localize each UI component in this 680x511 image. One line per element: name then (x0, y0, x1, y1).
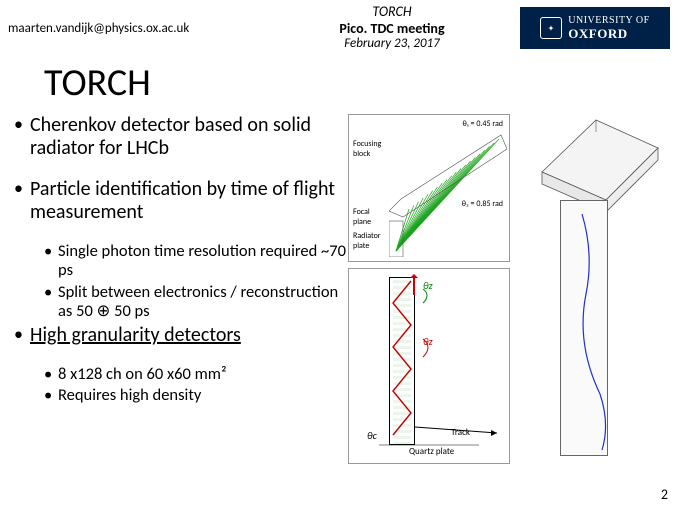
label-theta-top: θ₁ = 0.45 rad (463, 119, 503, 129)
sub-bullet-text: 8 x128 ch on 60 x60 mm² (58, 365, 227, 384)
slide-header: maarten.vandijk@physics.ox.ac.uk TORCH P… (0, 0, 680, 56)
sub-bullet-item: •8 x128 ch on 60 x60 mm² (44, 365, 348, 384)
label-focusing-block: Focusing block (353, 139, 387, 159)
header-center: TORCH Pico. TDC meeting February 23, 201… (264, 4, 520, 51)
bullet-item: •Particle identification by time of flig… (14, 178, 348, 224)
sub-bullet-text: Single photon time resolution required ~… (58, 242, 348, 281)
slide-title: TORCH (0, 56, 680, 114)
header-line3: February 23, 2017 (264, 37, 520, 52)
red-arrow-icon (413, 275, 415, 295)
label-focal-plane: Focal plane (353, 207, 383, 227)
figure-focusing-block: Focusing block Focal plane Radiator plat… (348, 114, 510, 262)
oxford-crest-icon: ✦ (540, 17, 562, 39)
bullet-dot-icon: • (44, 283, 58, 322)
bullet-item: •Cherenkov detector based on solid radia… (14, 114, 348, 160)
bullet-dot-icon: • (14, 324, 30, 347)
badge-line2: OXFORD (568, 26, 649, 42)
label-theta-mid: θ₂ = 0.85 rad (462, 199, 503, 209)
bullet-item: •High granularity detectors (14, 324, 348, 347)
page-number: 2 (661, 486, 668, 503)
author-email: maarten.vandijk@physics.ox.ac.uk (0, 21, 264, 36)
bullet-dot-icon: • (44, 242, 58, 281)
slide-body: •Cherenkov detector based on solid radia… (0, 114, 680, 408)
bullet-dot-icon: • (14, 178, 30, 224)
figure-3d-radiator (516, 114, 662, 464)
figure-column: Focusing block Focal plane Radiator plat… (348, 114, 680, 408)
label-track: Track (451, 427, 470, 438)
bullet-text: Particle identification by time of fligh… (30, 178, 348, 224)
bullet-dot-icon: • (14, 114, 30, 160)
header-line1: TORCH (264, 4, 520, 20)
sub-bullet-text: Requires high density (58, 386, 201, 405)
sub-bullet-item: •Single photon time resolution required … (44, 242, 348, 281)
header-line2: Pico. TDC meeting (264, 21, 520, 37)
bullet-dot-icon: • (44, 365, 58, 384)
bullet-text: High granularity detectors (30, 324, 241, 347)
sub-bullet-item: •Split between electronics / reconstruct… (44, 283, 348, 322)
prism-svg (524, 114, 670, 214)
oxford-badge: ✦ UNIVERSITY OF OXFORD (520, 7, 670, 49)
label-quartz: Quartz plate (409, 446, 454, 457)
badge-line1: UNIVERSITY OF (568, 15, 649, 26)
figure-quartz-plate: θz θz θc Track Quartz plate (348, 268, 510, 464)
bullet-dot-icon: • (44, 386, 58, 405)
track-svg (572, 214, 652, 454)
label-radiator-plate: Radiator plate (353, 231, 387, 251)
ray-fan-svg (389, 125, 507, 257)
label-theta-z-1: θz (423, 279, 433, 292)
sub-bullet-text: Split between electronics / reconstructi… (58, 283, 348, 322)
text-column: •Cherenkov detector based on solid radia… (0, 114, 348, 408)
bullet-list: •Cherenkov detector based on solid radia… (14, 114, 348, 406)
label-theta-z-2: θz (423, 335, 433, 348)
label-theta-c: θc (367, 429, 377, 442)
sub-bullet-item: •Requires high density (44, 386, 348, 405)
bullet-text: Cherenkov detector based on solid radiat… (30, 114, 348, 160)
